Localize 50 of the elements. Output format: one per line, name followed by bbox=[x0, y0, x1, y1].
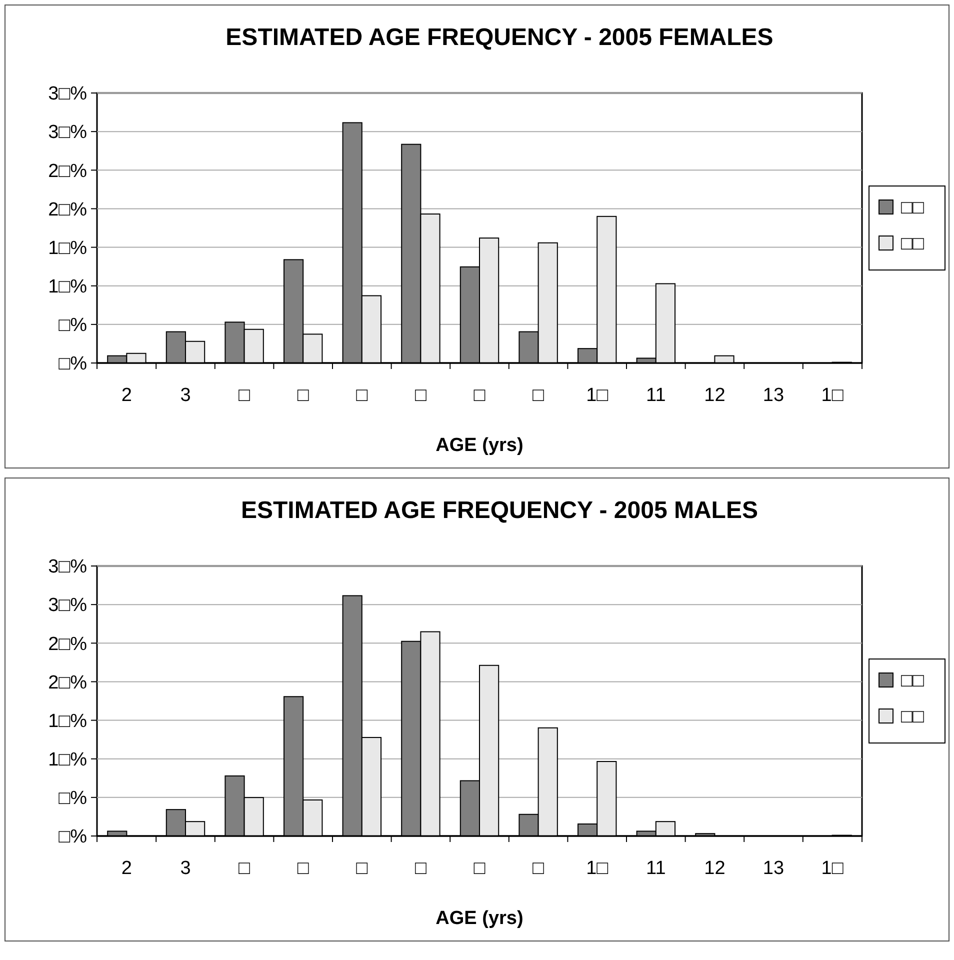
x-tick-label: 12 bbox=[704, 385, 726, 406]
x-tick-label: □ bbox=[414, 385, 427, 406]
text: □% bbox=[58, 315, 88, 336]
text: 2□% bbox=[48, 634, 88, 655]
text: 3□% bbox=[48, 595, 88, 616]
x-tick-label: 1□ bbox=[586, 858, 609, 879]
text: 2□% bbox=[48, 672, 88, 694]
text: 3□% bbox=[48, 556, 88, 578]
x-tick-label: □ bbox=[474, 385, 486, 406]
text: □% bbox=[58, 354, 88, 375]
x-tick-label: □ bbox=[414, 858, 427, 879]
text: □% bbox=[58, 788, 88, 810]
chart-title: ESTIMATED AGE FREQUENCY - 2005 MALES bbox=[241, 497, 758, 524]
x-tick-label: 13 bbox=[762, 858, 784, 879]
legend-label: □□ bbox=[901, 670, 924, 692]
x-tick-label: □ bbox=[356, 385, 368, 406]
text: □% bbox=[58, 826, 88, 848]
x-tick-label: □ bbox=[297, 858, 310, 879]
x-tick-label: □ bbox=[532, 385, 545, 406]
text: 1□% bbox=[48, 276, 88, 298]
x-tick-label: 1□ bbox=[586, 385, 609, 406]
x-tick-label: 3 bbox=[180, 858, 191, 879]
x-tick-label: 1□ bbox=[821, 385, 844, 406]
x-tick-label: 2 bbox=[121, 858, 132, 879]
x-tick-label: □ bbox=[297, 385, 310, 406]
text: 1□% bbox=[48, 238, 88, 259]
x-axis-title: AGE (yrs) bbox=[436, 435, 524, 456]
text: 3□% bbox=[48, 84, 88, 105]
x-tick-label: 1□ bbox=[821, 858, 844, 879]
text: 2□% bbox=[48, 199, 88, 220]
x-axis-title: AGE (yrs) bbox=[436, 908, 524, 929]
text: 2□% bbox=[48, 160, 88, 182]
x-tick-label: 11 bbox=[646, 385, 666, 406]
text: 1□% bbox=[48, 750, 88, 771]
x-tick-label: 2 bbox=[121, 385, 132, 406]
legend-label: □□ bbox=[901, 706, 924, 728]
x-tick-label: 3 bbox=[180, 385, 191, 406]
x-tick-label: □ bbox=[474, 858, 486, 879]
x-tick-label: 13 bbox=[762, 385, 784, 406]
x-tick-label: 12 bbox=[704, 858, 726, 879]
x-tick-label: □ bbox=[356, 858, 368, 879]
x-tick-label: □ bbox=[238, 385, 251, 406]
legend-label: □□ bbox=[901, 234, 924, 255]
text: 3□% bbox=[48, 122, 88, 144]
text: 1□% bbox=[48, 710, 88, 732]
x-tick-label: 11 bbox=[646, 858, 666, 879]
legend-label: □□ bbox=[901, 198, 924, 219]
x-tick-label: □ bbox=[238, 858, 251, 879]
x-tick-label: □ bbox=[532, 858, 545, 879]
chart-title: ESTIMATED AGE FREQUENCY - 2005 FEMALES bbox=[226, 24, 774, 51]
